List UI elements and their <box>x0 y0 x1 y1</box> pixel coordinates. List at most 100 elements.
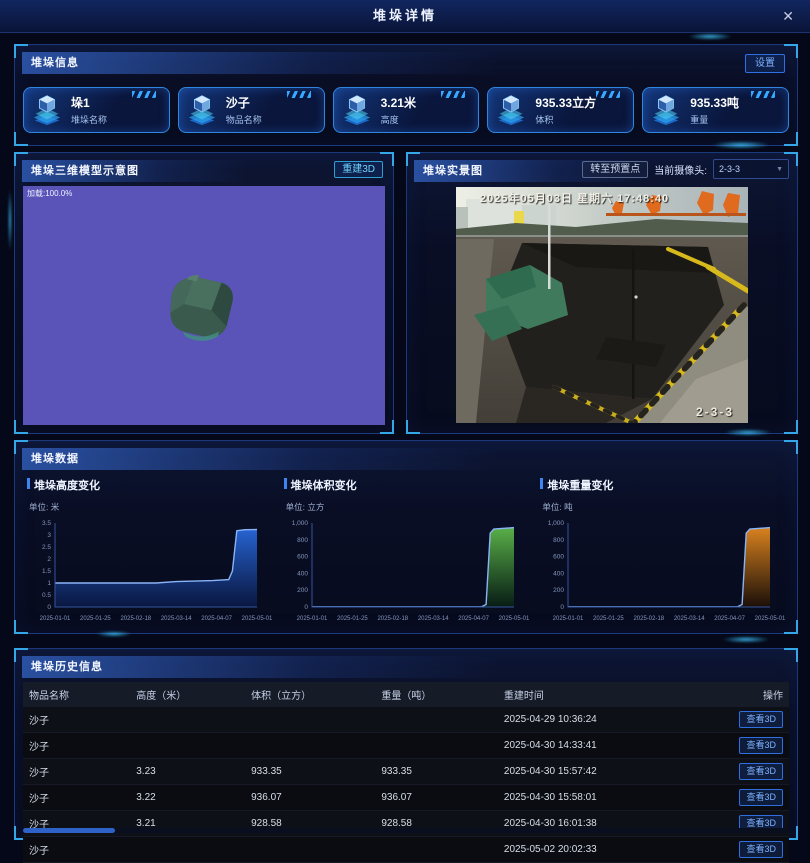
cell-item-name: 沙子 <box>23 836 131 863</box>
cell-rebuild-time: 2025-05-02 20:02:33 <box>497 836 705 863</box>
svg-text:2025-04-07: 2025-04-07 <box>715 616 746 622</box>
table-column-header: 重建时间 <box>497 682 705 707</box>
modal-header: 堆垛详情 ✕ <box>0 0 810 33</box>
goods-name-icon <box>188 95 216 126</box>
decor-scroll-accent <box>8 188 12 252</box>
goto-preset-button[interactable]: 转至预置点 <box>582 160 649 178</box>
chart-block: 堆垛重量变化 单位: 吨 0 200 400 600 800 1,000 2025-01-0… <box>534 473 791 631</box>
view-3d-button[interactable]: 查看3D <box>739 789 783 806</box>
svg-text:0: 0 <box>304 604 308 611</box>
rebuild-3d-button[interactable]: 重建3D <box>334 161 383 178</box>
svg-text:2025-01-25: 2025-01-25 <box>80 616 111 622</box>
info-panel: 堆垛信息 设置 垛1 堆垛名称 沙子 物品名称 3.21米 高度 <box>14 44 798 146</box>
card-value: 沙子 <box>225 96 250 110</box>
table-row: 沙子 3.23 933.35 933.35 2025-04-30 15:57:4… <box>23 758 789 785</box>
corner-slashes-decor <box>596 91 621 98</box>
corner-accent <box>14 152 28 166</box>
chevron-down-icon: ▼ <box>776 165 783 173</box>
cell-volume <box>245 707 376 733</box>
table-row: 沙子 2025-04-30 14:33:41 查看3D <box>23 732 789 759</box>
info-card: 935.33立方 体积 <box>487 87 635 133</box>
table-column-header: 重量（吨） <box>375 682 498 707</box>
svg-text:2025-01-25: 2025-01-25 <box>337 616 368 622</box>
stack-name-icon <box>33 95 61 126</box>
corner-accent <box>784 826 798 840</box>
corner-accent <box>784 132 798 146</box>
table-row: 沙子 2025-04-29 10:36:24 查看3D <box>23 707 789 733</box>
camera-select[interactable]: 2-3-3 ▼ <box>713 159 789 179</box>
view-3d-button[interactable]: 查看3D <box>739 711 783 728</box>
cell-height <box>130 707 246 733</box>
view-3d-button[interactable]: 查看3D <box>739 763 783 780</box>
svg-text:600: 600 <box>297 554 308 561</box>
stack-3d-model <box>170 274 233 341</box>
close-icon[interactable]: ✕ <box>782 8 794 24</box>
height-icon <box>343 95 370 126</box>
horizontal-scrollbar[interactable] <box>23 828 789 833</box>
card-text: 3.21米 高度 <box>381 94 416 126</box>
cell-weight <box>375 707 498 733</box>
history-table: 物品名称 高度（米） 体积（立方） 重量（吨） 重建时间 操作 沙子 2025-04-29… <box>23 682 789 863</box>
scrollbar-thumb[interactable] <box>23 828 115 833</box>
svg-text:2025-03-14: 2025-03-14 <box>674 616 705 622</box>
chart-unit-label: 单位: 米 <box>29 502 60 512</box>
svg-text:2025-02-18: 2025-02-18 <box>634 616 665 622</box>
svg-text:3.5: 3.5 <box>42 520 51 527</box>
view-3d-button[interactable]: 查看3D <box>739 737 783 754</box>
area-chart[interactable]: 0 0.5 1 1.5 2 2.5 3 3.5 2025-01-01 2025-01-25 2025… <box>27 515 273 625</box>
cell-rebuild-time: 2025-04-30 15:57:42 <box>497 758 705 785</box>
cell-item-name: 沙子 <box>23 732 131 759</box>
card-text: 935.33吨 重量 <box>690 94 739 126</box>
table-column-header: 体积（立方） <box>245 682 376 707</box>
card-label: 重量 <box>690 115 709 125</box>
area-chart[interactable]: 0 200 400 600 800 1,000 2025-01-01 2025-01-25 20… <box>284 515 529 625</box>
settings-button[interactable]: 设置 <box>745 54 785 73</box>
area-chart[interactable]: 0 200 400 600 800 1,000 2025-01-01 2025-01-25 20… <box>540 515 786 625</box>
info-card: 垛1 堆垛名称 <box>23 87 170 133</box>
corner-slashes-decor <box>441 91 466 98</box>
cell-rebuild-time: 2025-04-30 14:33:41 <box>497 732 705 759</box>
camera-feed: 2025年05月03日 星期六 17:48:40 2-3-3 <box>456 187 748 423</box>
svg-text:600: 600 <box>553 554 564 561</box>
history-panel: 堆垛历史信息 物品名称 高度（米） 体积（立方） 重量（吨） 重建时间 操作 沙子 202… <box>14 648 798 863</box>
cell-volume: 936.07 <box>245 784 376 811</box>
svg-text:1,000: 1,000 <box>548 520 565 527</box>
card-label: 高度 <box>380 115 399 125</box>
chart-title: 堆垛体积变化 <box>283 477 529 493</box>
history-table-header: 物品名称 高度（米） 体积（立方） 重量（吨） 重建时间 操作 <box>23 682 789 707</box>
svg-text:800: 800 <box>553 537 564 544</box>
cell-weight: 936.07 <box>375 784 498 811</box>
camera-osd-id: 2-3-3 <box>695 405 734 419</box>
cell-height: 3.23 <box>130 758 246 785</box>
camera-panel-title: 堆垛实景图 <box>423 165 483 177</box>
card-label: 堆垛名称 <box>71 115 108 125</box>
table-column-header: 操作 <box>704 682 789 707</box>
corner-accent <box>14 132 28 146</box>
cell-rebuild-time: 2025-04-30 15:58:01 <box>497 784 705 811</box>
cell-height <box>130 836 246 863</box>
decor-glow <box>688 33 732 40</box>
corner-accent <box>14 620 28 634</box>
card-value: 935.33吨 <box>690 96 739 110</box>
corner-accent <box>406 152 420 166</box>
chart-block: 堆垛体积变化 单位: 立方 0 200 400 600 800 1,000 2025-01-… <box>278 473 535 631</box>
svg-text:200: 200 <box>553 587 564 594</box>
cell-item-name: 沙子 <box>23 784 131 811</box>
info-card: 935.33吨 重量 <box>642 87 789 133</box>
history-panel-title: 堆垛历史信息 <box>31 661 103 673</box>
corner-accent <box>14 420 28 434</box>
svg-text:2.5: 2.5 <box>42 544 51 551</box>
card-label: 物品名称 <box>225 115 262 125</box>
svg-text:2025-04-07: 2025-04-07 <box>201 616 232 622</box>
chart-block: 堆垛高度变化 单位: 米 0 0.5 1 1.5 2 2.5 3 3.5 2025-01-01 2… <box>21 473 278 631</box>
svg-text:400: 400 <box>297 570 308 577</box>
cell-volume <box>245 836 376 863</box>
corner-accent <box>14 648 28 662</box>
table-column-header: 物品名称 <box>23 682 131 707</box>
view-3d-button[interactable]: 查看3D <box>739 841 783 858</box>
svg-text:2025-03-14: 2025-03-14 <box>161 616 192 622</box>
svg-text:2025-02-18: 2025-02-18 <box>377 616 408 622</box>
model-3d-viewport[interactable]: 加载:100.0% <box>23 186 385 425</box>
volume-icon <box>498 95 525 126</box>
cell-height <box>130 732 246 759</box>
